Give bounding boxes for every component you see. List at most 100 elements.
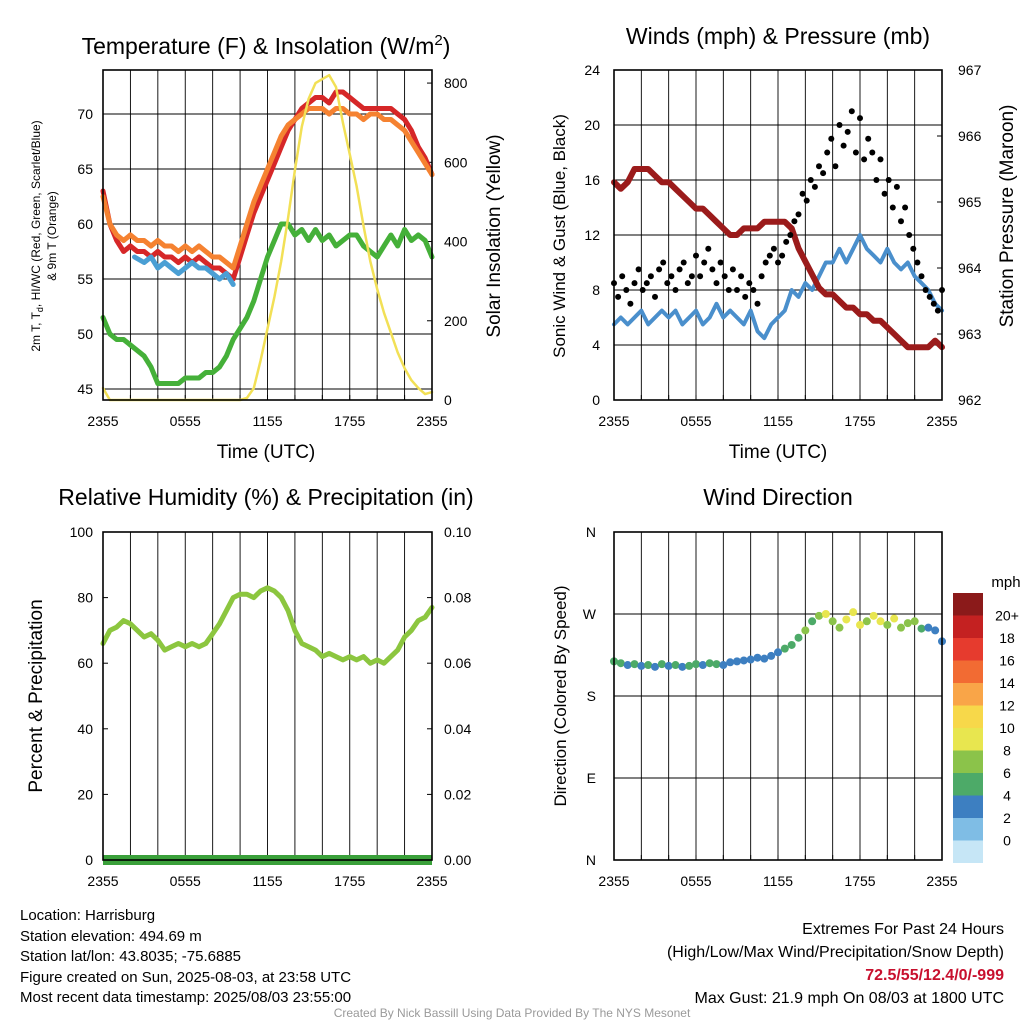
gust-point (635, 266, 642, 273)
y-tick-label: 70 (77, 106, 93, 122)
y-tick-label: E (587, 770, 596, 786)
x-tick-label: 2355 (87, 873, 118, 889)
y-tick-label: 40 (77, 721, 93, 737)
gust-point (680, 259, 687, 266)
wind-direction-point (787, 640, 796, 649)
temperature-line (100, 89, 435, 282)
gust-point (742, 293, 749, 300)
gust-point (643, 280, 650, 287)
legend-label: 0 (1003, 833, 1011, 849)
y-tick-label: 80 (77, 590, 93, 606)
gust-point (721, 273, 728, 280)
wind-direction-point (739, 656, 748, 665)
gust-point (770, 245, 777, 252)
wind-direction-point (876, 617, 885, 626)
extremes-title: Extremes For Past 24 Hours (802, 921, 1004, 938)
gust-point (697, 273, 704, 280)
gust-point (820, 170, 827, 177)
wind-direction-point (733, 657, 741, 666)
temperature-plot-area: 2355 0555 1155 1755 2355 45 50 55 60 65 70 0 200 400 6… (77, 69, 468, 429)
wind-direction-point (705, 659, 714, 668)
wind-direction-point (897, 623, 905, 632)
station-info: Location: Harrisburg Station elevation: … (20, 906, 351, 1009)
gust-point (910, 245, 917, 252)
gust-point (647, 273, 654, 280)
legend-label: 12 (999, 698, 1015, 714)
gust-point (873, 177, 880, 183)
gust-point (660, 259, 667, 266)
wind-direction-point (780, 644, 789, 653)
station-location: Location: Harrisburg (20, 907, 156, 924)
x-tick-label: 1755 (844, 873, 875, 889)
gust-point (668, 273, 675, 280)
x-tick-label: 0555 (680, 873, 711, 889)
insolation-ylabel: Solar Insolation (Yellow) (484, 134, 505, 337)
x-tick-label: 1155 (252, 413, 282, 429)
x-tick-label: 2355 (926, 413, 957, 429)
wind-direction-point (917, 624, 926, 633)
temperature-ylabel: 2m T, Td, HI/WC (Red, Green, Scarlet/Blu… (29, 120, 45, 351)
y-tick-label: 65 (77, 161, 93, 177)
y2-tick-label: 965 (958, 194, 982, 210)
gust-point (811, 183, 818, 190)
gust-point (717, 259, 724, 266)
gust-point (754, 300, 761, 307)
x-tick-label: 2355 (416, 873, 447, 889)
wind-direction-point (651, 662, 659, 671)
wind-direction-point (794, 633, 803, 642)
recent-timestamp: Most recent data timestamp: 2025/08/03 2… (20, 989, 352, 1006)
wind-direction-point (862, 617, 871, 626)
y-tick-label: N (586, 524, 596, 540)
gust-point (766, 252, 773, 259)
wind-direction-point (644, 661, 653, 670)
y2-tick-label: 800 (444, 75, 468, 91)
y2-tick-label: 0.08 (444, 590, 471, 606)
station-elevation: Station elevation: 494.69 m (20, 927, 202, 945)
legend-label: 16 (999, 653, 1015, 669)
legend-label: 2 (1003, 810, 1011, 826)
gust-point (729, 266, 736, 273)
legend-label: 4 (1003, 788, 1011, 804)
gust-point (828, 135, 835, 142)
gust-point (787, 232, 794, 238)
speed-legend: 20+ 18 16 14 12 10 8 6 4 2 0 (953, 593, 1019, 863)
gust-point (816, 163, 822, 170)
y2-tick-label: 966 (958, 128, 982, 144)
y2-tick-label: 964 (958, 260, 982, 276)
legend-swatch (953, 795, 983, 818)
gust-point (930, 300, 937, 307)
humidity-panel: Relative Humidity (%) & Precipitation (i… (26, 484, 474, 889)
wind-direction-point (678, 662, 687, 671)
temperature-xlabel: Time (UTC) (217, 442, 316, 463)
station-latlon: Station lat/lon: 43.8035; -75.6885 (20, 948, 242, 965)
winds-chart-title: Winds (mph) & Pressure (mb) (626, 23, 930, 49)
gust-point (705, 245, 712, 252)
wind-direction-point (719, 661, 728, 670)
y2-tick-label: 400 (444, 234, 468, 250)
y-tick-label: 0 (592, 392, 600, 408)
legend-label: 14 (999, 675, 1015, 691)
wind-direction-point (821, 610, 830, 618)
legend-swatch (953, 750, 983, 773)
winds-ylabel: Sonic Wind & Gust (Blue, Black) (550, 114, 569, 358)
wind-direction-point (623, 661, 632, 670)
legend-swatch (953, 683, 983, 706)
wind-direction-point (760, 654, 769, 663)
gust-point (803, 197, 810, 204)
wind-direction-point (664, 661, 673, 670)
x-tick-label: 1755 (334, 873, 365, 889)
wind-direction-point (657, 660, 666, 669)
y2-tick-label: 0 (444, 392, 452, 408)
gust-point (623, 287, 630, 293)
y-tick-label: 55 (77, 271, 93, 287)
gust-point (750, 287, 757, 293)
windchill-line (132, 254, 236, 287)
wind-direction-point (883, 620, 892, 629)
y2-tick-label: 0.02 (444, 786, 471, 802)
plot-frame (102, 69, 433, 401)
legend-swatch (953, 638, 983, 661)
wind-direction-point (801, 626, 810, 635)
legend-swatch (953, 615, 983, 638)
gust-point (676, 266, 683, 273)
